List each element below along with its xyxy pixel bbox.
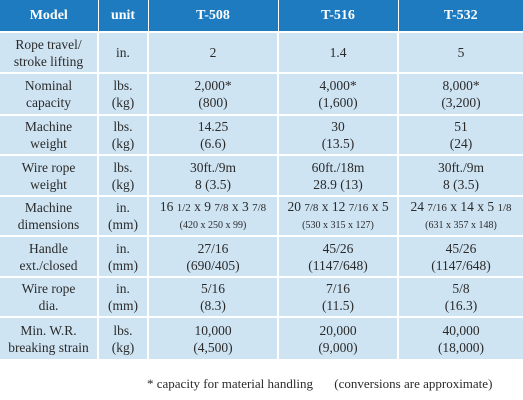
- row-unit: lbs. (kg): [98, 72, 149, 115]
- cell-t516: 1.4: [278, 31, 399, 73]
- row-unit: lbs. (kg): [98, 154, 149, 196]
- cell-t532: 5/8 (16.3): [398, 276, 523, 317]
- cell-t508: 14.25 (6.6): [148, 114, 279, 155]
- dimensions-metric: (530 x 315 x 127): [302, 220, 374, 231]
- cell-t516: 45/26 (1147/648): [278, 235, 399, 277]
- row-unit: lbs. (kg): [98, 114, 149, 155]
- specification-table: Model unit T-508 T-516 T-532 Rope travel…: [0, 0, 523, 359]
- cell-t532: 24 7/16 x 14 x 5 1/8 (631 x 357 x 148): [398, 195, 523, 236]
- row-label: Wire rope dia.: [0, 276, 99, 317]
- cell-t508: 2,000* (800): [148, 72, 279, 115]
- header-t532: T-532: [398, 0, 523, 32]
- cell-t516: 60ft./18m 28.9 (13): [278, 154, 399, 196]
- cell-t516: 7/16 (11.5): [278, 276, 399, 317]
- conversion-footnote: (conversions are approximate): [334, 376, 493, 391]
- table-row-machine-dimensions: Machine dimensions in. (mm) 16 1/2 x 9 7…: [0, 195, 523, 236]
- footnote: * capacity for material handling (conver…: [147, 376, 492, 392]
- cell-t508: 10,000 (4,500): [148, 316, 279, 359]
- dimensions-imperial: 20 7/8 x 12 7/16 x 5: [287, 199, 389, 214]
- row-label: Machine weight: [0, 114, 99, 155]
- cell-t508: 2: [148, 31, 279, 73]
- dimensions-imperial: 24 7/16 x 14 x 5 1/8: [410, 199, 512, 214]
- cell-t516: 20,000 (9,000): [278, 316, 399, 359]
- row-label: Rope travel/ stroke lifting: [0, 31, 99, 73]
- header-unit: unit: [98, 0, 149, 32]
- row-label: Handle ext./closed: [0, 235, 99, 277]
- header-t508: T-508: [148, 0, 279, 32]
- cell-t532: 5: [398, 31, 523, 73]
- cell-t516: 20 7/8 x 12 7/16 x 5 (530 x 315 x 127): [278, 195, 399, 236]
- cell-t532: 8,000* (3,200): [398, 72, 523, 115]
- table-row-wire-rope-dia: Wire rope dia. in. (mm) 5/16 (8.3) 7/16 …: [0, 276, 523, 317]
- cell-t516: 30 (13.5): [278, 114, 399, 155]
- cell-t508: 5/16 (8.3): [148, 276, 279, 317]
- table-row-wire-rope-weight: Wire rope weight lbs. (kg) 30ft./9m 8 (3…: [0, 154, 523, 196]
- dimensions-metric: (420 x 250 x 99): [179, 220, 247, 231]
- table-row-breaking-strain: Min. W.R. breaking strain lbs. (kg) 10,0…: [0, 316, 523, 359]
- row-unit: in.: [98, 31, 149, 73]
- cell-t532: 40,000 (18,000): [398, 316, 523, 359]
- table-row-machine-weight: Machine weight lbs. (kg) 14.25 (6.6) 30 …: [0, 114, 523, 155]
- header-model: Model: [0, 0, 99, 32]
- capacity-footnote: * capacity for material handling: [147, 376, 314, 391]
- cell-t508: 30ft./9m 8 (3.5): [148, 154, 279, 196]
- table-header-row: Model unit T-508 T-516 T-532: [0, 0, 523, 32]
- header-t516: T-516: [278, 0, 399, 32]
- row-unit: in. (mm): [98, 235, 149, 277]
- dimensions-metric: (631 x 357 x 148): [425, 220, 497, 231]
- cell-t532: 45/26 (1147/648): [398, 235, 523, 277]
- row-label: Wire rope weight: [0, 154, 99, 196]
- row-label: Min. W.R. breaking strain: [0, 316, 99, 359]
- cell-t508: 16 1/2 x 9 7/8 x 3 7/8 (420 x 250 x 99): [148, 195, 279, 236]
- cell-t516: 4,000* (1,600): [278, 72, 399, 115]
- table-row-rope-travel: Rope travel/ stroke lifting in. 2 1.4 5: [0, 31, 523, 73]
- table-row-handle: Handle ext./closed in. (mm) 27/16 (690/4…: [0, 235, 523, 277]
- row-unit: in. (mm): [98, 195, 149, 236]
- row-unit: in. (mm): [98, 276, 149, 317]
- cell-t508: 27/16 (690/405): [148, 235, 279, 277]
- cell-t532: 51 (24): [398, 114, 523, 155]
- row-label: Machine dimensions: [0, 195, 99, 236]
- cell-t532: 30ft./9m 8 (3.5): [398, 154, 523, 196]
- table-row-nominal-capacity: Nominal capacity lbs. (kg) 2,000* (800) …: [0, 72, 523, 115]
- dimensions-imperial: 16 1/2 x 9 7/8 x 3 7/8: [159, 199, 267, 214]
- row-label: Nominal capacity: [0, 72, 99, 115]
- row-unit: lbs. (kg): [98, 316, 149, 359]
